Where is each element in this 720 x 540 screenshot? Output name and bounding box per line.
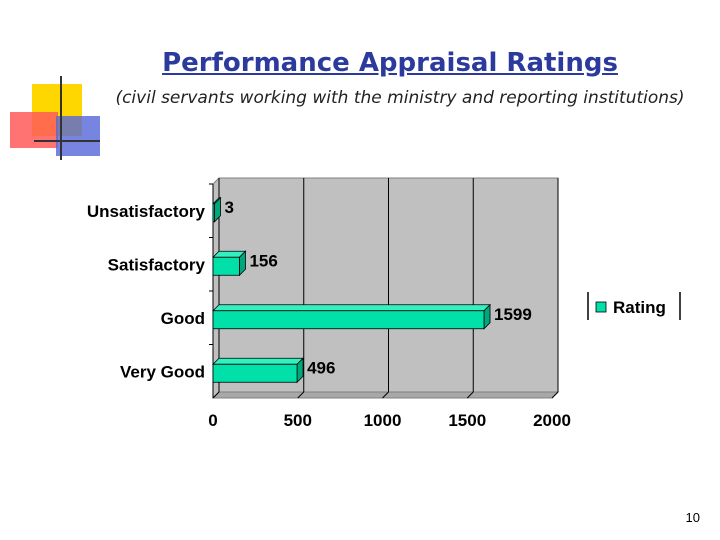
data-label: 3 [225,198,234,217]
bar-very-good [212,357,305,384]
data-label: 156 [249,251,277,270]
x-tick-label: 500 [284,411,312,430]
tick-labels: 0 500 1000 1500 2000 [208,411,571,430]
legend-swatch [595,301,607,313]
deco-blue-square [56,116,100,156]
bar-front-face [212,310,485,330]
category-label: Satisfactory [108,255,206,274]
bar-top-face [212,357,305,365]
gridline-floor-2 [382,391,389,399]
x-tick-label: 1000 [364,411,402,430]
bar-front-face [212,363,298,383]
page-number: 10 [685,510,700,525]
bars [212,196,491,384]
data-label: 1599 [494,305,532,324]
category-labels: Unsatisfactory Satisfactory Good Very Good [87,183,213,381]
data-labels: 3 156 1599 496 [225,198,532,378]
legend-label: Rating [613,298,666,317]
x-tick-label: 0 [208,411,217,430]
gridlines [212,178,559,399]
x-tick-label: 2000 [533,411,571,430]
x-tick-label: 1500 [448,411,486,430]
gridline-floor-1 [297,391,305,399]
deco-vertical-line [60,76,62,160]
bar-satisfactory [212,250,247,277]
bar-front-face [212,256,240,276]
gridline-floor-3 [466,391,474,399]
slide-title: Performance Appraisal Ratings [162,48,618,78]
category-label: Very Good [120,362,205,381]
gridline-floor-4 [551,391,559,399]
deco-horizontal-line [34,140,100,142]
gridline-floor-0 [212,391,220,399]
bar-front-face [212,203,215,223]
category-label: Good [161,309,205,328]
category-label: Unsatisfactory [87,202,206,221]
data-label: 496 [307,358,335,377]
slide-subtitle: (civil servants working with the ministr… [115,88,685,108]
legend: Rating [587,292,681,320]
bar-top-face [212,304,491,312]
bar-unsatisfactory [212,196,222,223]
deco-red-square [10,112,58,148]
bar-good [212,303,491,330]
